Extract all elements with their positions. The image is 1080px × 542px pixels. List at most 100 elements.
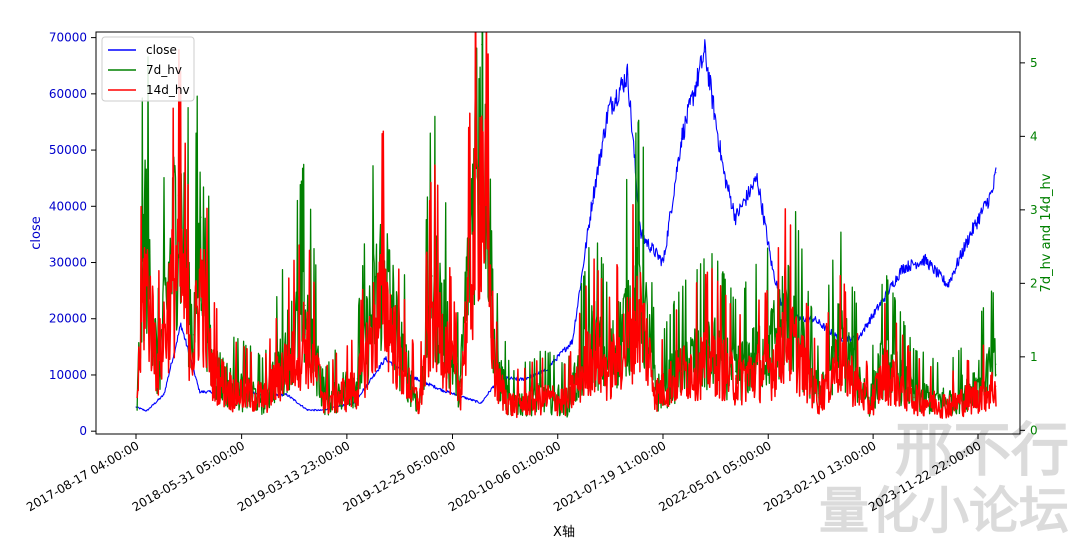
data-point-close [627,73,629,75]
y-axis-right-label: 7d_hv and 14d_hv [1039,173,1054,292]
data-point-7d_hv [200,216,202,218]
data-point-14d_hv [356,385,358,387]
watermark-line-2: 量化小论坛 [819,482,1069,540]
data-point-14d_hv [713,356,715,358]
data-point-close [704,51,706,53]
data-point-14d_hv [655,393,658,395]
x-tick-label: 2022-05-01 05:00:00 [656,438,773,514]
legend-label-7d_hv: 7d_hv [146,63,182,77]
data-point-7d_hv [356,378,358,380]
x-tick-label: 2020-10-06 01:00:00 [446,438,563,514]
x-tick-label: 2019-03-13 23:00:00 [235,438,352,514]
data-point-14d_hv [230,389,232,391]
y-axis-right: 0 1 2 3 4 5 [1020,56,1038,437]
data-point-14d_hv [144,268,146,270]
data-point-14d_hv [494,378,497,380]
data-point-close [995,172,997,174]
data-point-14d_hv [481,150,483,152]
data-point-close [969,233,971,235]
data-point-14d_hv [785,326,787,328]
data-point-14d_hv [607,370,609,373]
data-point-7d_hv [995,363,997,365]
data-point-14d_hv [566,400,568,402]
data-point-close [591,200,593,202]
data-point-close [384,358,387,360]
data-point-14d_hv [680,370,683,373]
data-point-14d_hv [510,404,512,406]
data-point-close [902,267,904,269]
data-point-14d_hv [969,396,971,398]
y-right-tick-label: 2 [1030,276,1038,290]
data-point-close [135,406,137,408]
watermark: 邢不行 量化小论坛 [819,416,1069,540]
data-point-close [521,378,523,381]
x-tick-label: 2018-05-31 05:00:00 [130,438,247,514]
data-point-14d_hv [913,396,915,398]
y-right-tick-label: 5 [1030,56,1038,70]
data-point-close [146,410,148,412]
data-point-14d_hv [177,253,179,255]
data-point-close [947,284,949,286]
y-left-tick-label: 70000 [49,31,87,45]
legend-label-14d_hv: 14d_hv [146,83,190,97]
data-point-14d_hv [432,304,434,306]
data-point-close [163,394,165,396]
data-point-14d_hv [382,290,384,292]
data-point-14d_hv [192,348,194,351]
data-point-7d_hv [432,275,434,277]
data-point-14d_hv [995,385,997,387]
data-point-close [924,259,926,261]
y-right-tick-label: 3 [1030,203,1038,217]
data-point-7d_hv [913,393,915,395]
y-left-tick-label: 30000 [49,256,87,270]
data-point-close [320,409,322,411]
x-tick-label: 2017-08-17 04:00:00 [24,438,141,514]
data-point-close [306,409,308,411]
data-point-close [480,402,482,404]
data-point-14d_hv [639,312,642,314]
data-point-close [443,390,445,392]
data-point-7d_hv [192,334,194,336]
data-point-14d_hv [592,348,595,351]
data-point-14d_hv [947,404,949,406]
data-point-close [991,191,994,193]
data-point-7d_hv [838,334,840,336]
data-point-7d_hv [771,341,773,343]
legend: close 7d_hv 14d_hv [101,36,195,102]
y-left-tick-label: 20000 [49,312,87,326]
data-point-close [756,177,758,179]
x-tick-label: 2021-07-19 11:00:00 [551,438,668,514]
data-point-close [571,340,574,342]
data-point-close [723,172,725,174]
x-axis-label: X轴 [553,525,575,540]
legend-label-close: close [146,43,177,57]
data-point-close [607,110,609,112]
data-point-close [180,323,182,325]
data-point-7d_hv [144,220,146,222]
y-left-tick-label: 0 [79,424,87,438]
data-point-14d_hv [459,389,461,391]
data-point-7d_hv [734,370,737,373]
data-point-close [734,216,737,219]
data-point-14d_hv [325,400,327,402]
data-point-7d_hv [136,404,138,406]
data-point-14d_hv [838,356,840,358]
data-point-14d_hv [771,363,773,365]
data-point-14d_hv [263,396,265,398]
data-point-14d_hv [869,404,871,406]
y-right-tick-label: 0 [1030,423,1038,437]
y-left-tick-label: 60000 [49,87,87,101]
data-point-14d_hv [398,356,400,358]
legend-box [101,36,195,102]
data-point-close [662,261,665,264]
data-point-close [812,318,815,320]
y-axis-left: 0 10000 20000 30000 40000 50000 60000 70000 [49,31,96,438]
x-tick-label: 2019-12-25 05:00:00 [341,438,458,514]
data-point-close [639,233,642,235]
series-line-close [135,39,997,412]
y-right-tick-label: 1 [1030,350,1038,364]
data-point-14d_hv [157,363,159,365]
data-point-7d_hv [304,304,306,306]
data-point-14d_hv [544,396,546,398]
